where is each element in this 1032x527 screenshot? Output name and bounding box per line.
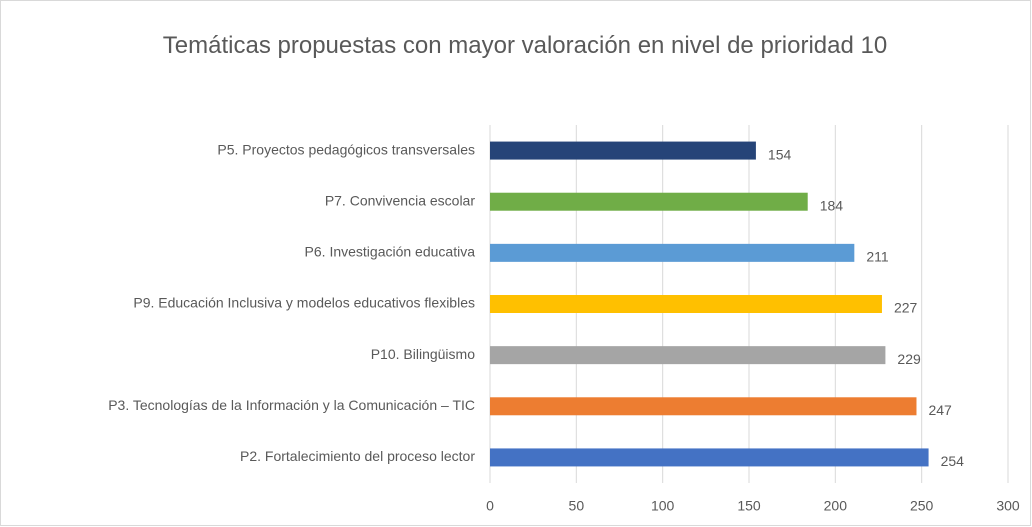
x-tick-label: 250 xyxy=(910,498,934,514)
bar xyxy=(490,141,756,160)
bar xyxy=(490,192,808,211)
category-label: P10. Bilingüismo xyxy=(371,346,475,362)
data-label: 247 xyxy=(928,402,952,418)
x-tick-label: 300 xyxy=(996,498,1020,514)
category-label: P5. Proyectos pedagógicos transversales xyxy=(217,141,475,157)
data-label: 184 xyxy=(820,197,844,213)
x-tick-label: 200 xyxy=(824,498,848,514)
data-label: 229 xyxy=(897,351,921,367)
data-label: 211 xyxy=(866,249,889,265)
data-label: 227 xyxy=(894,300,918,316)
bar xyxy=(490,448,929,467)
x-tick-label: 50 xyxy=(569,498,585,514)
data-label: 154 xyxy=(768,146,792,162)
x-tick-label: 150 xyxy=(737,498,761,514)
category-label: P3. Tecnologías de la Información y la C… xyxy=(108,397,475,413)
x-tick-label: 0 xyxy=(486,498,494,514)
chart-title: Temáticas propuestas con mayor valoració… xyxy=(163,32,887,59)
category-label: P7. Convivencia escolar xyxy=(325,192,476,208)
category-label: P9. Educación Inclusiva y modelos educat… xyxy=(133,295,475,311)
category-label: P2. Fortalecimiento del proceso lector xyxy=(240,448,475,464)
bar xyxy=(490,346,886,365)
bar xyxy=(490,243,855,262)
category-label: P6. Investigación educativa xyxy=(305,244,476,260)
data-label: 254 xyxy=(941,453,965,469)
x-tick-label: 100 xyxy=(651,498,675,514)
bar xyxy=(490,397,917,416)
bar xyxy=(490,295,882,313)
